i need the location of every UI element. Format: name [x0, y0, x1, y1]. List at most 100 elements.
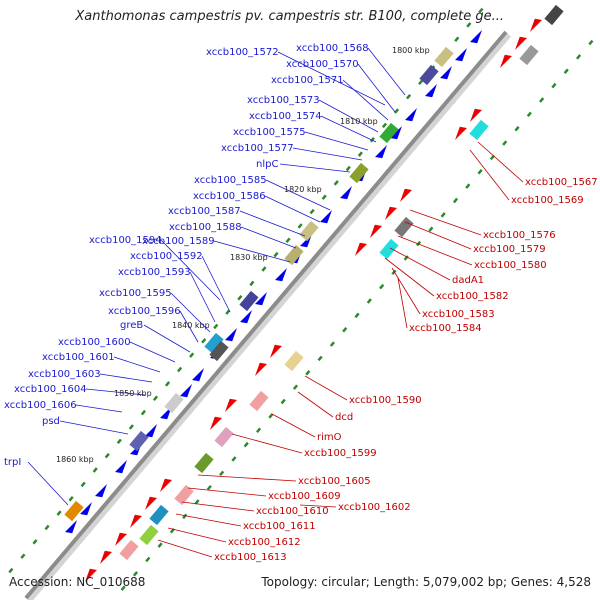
- scale-tick: [454, 36, 460, 42]
- reverse-gene-arrow: [530, 18, 542, 32]
- forward-gene-block: [204, 332, 224, 354]
- forward-gene-label: xccb100_1594: [89, 235, 162, 246]
- scale-tick: [563, 68, 569, 74]
- scale-tick: [201, 338, 207, 344]
- forward-gene-block: [284, 244, 304, 266]
- forward-leader-line: [239, 210, 306, 237]
- forward-gene-arrow: [455, 48, 467, 62]
- forward-leader-line: [59, 420, 129, 435]
- scale-tick: [428, 226, 434, 232]
- reverse-gene-arrow: [400, 188, 412, 202]
- scale-tick: [219, 470, 225, 477]
- scale-tick: [140, 409, 146, 416]
- reverse-leader-line: [384, 257, 435, 297]
- forward-gene-label: nlpC: [256, 159, 278, 170]
- forward-gene-arrow: [115, 460, 127, 474]
- scale-tick: [502, 140, 508, 146]
- scale-tick: [213, 323, 219, 330]
- kbp-marker: 1820 kbp: [284, 185, 322, 194]
- reverse-gene-arrow: [85, 568, 97, 582]
- scale-tick: [405, 93, 412, 100]
- reverse-gene-arrow: [145, 496, 157, 510]
- reverse-gene-arrow: [515, 36, 527, 50]
- forward-gene-label: xccb100_1571: [271, 75, 344, 86]
- feature-layer: [64, 4, 564, 582]
- scale-tick: [333, 180, 339, 186]
- forward-gene-label: xccb100_1572: [206, 47, 279, 58]
- reverse-leader-line: [397, 277, 408, 329]
- forward-gene-block: [379, 122, 399, 144]
- kbp-marker: 1810 kbp: [340, 117, 378, 126]
- scale-tick: [92, 467, 98, 473]
- forward-leader-line: [277, 51, 386, 106]
- reverse-leader-line: [231, 433, 303, 454]
- reverse-gene-block: [249, 390, 269, 412]
- reverse-leader-line: [175, 513, 242, 527]
- reverse-leader-line: [477, 141, 524, 183]
- forward-gene-arrow: [275, 268, 287, 282]
- forward-gene-label: xccb100_1600: [58, 337, 131, 348]
- forward-gene-label: xccb100_1593: [118, 267, 191, 278]
- reverse-leader-line: [167, 527, 227, 543]
- forward-leader-line: [170, 292, 211, 333]
- forward-gene-arrow: [425, 84, 437, 98]
- forward-gene-arrow: [340, 186, 352, 200]
- forward-gene-arrow: [320, 210, 332, 224]
- scale-tick: [309, 208, 315, 215]
- scale-tick: [345, 165, 351, 172]
- reverse-gene-label: xccb100_1602: [338, 502, 411, 513]
- scale-tick: [132, 571, 139, 577]
- forward-gene-arrow: [80, 502, 92, 516]
- scale-tick: [145, 556, 151, 563]
- scale-tick: [164, 381, 171, 387]
- forward-leader-line: [357, 63, 396, 113]
- reverse-leader-line: [299, 504, 337, 508]
- scale-tick: [354, 312, 360, 319]
- scale-tick: [8, 567, 14, 574]
- reverse-gene-label: xccb100_1567: [525, 177, 598, 188]
- forward-gene-label: xccb100_1570: [286, 59, 359, 70]
- scale-tick: [588, 39, 594, 46]
- topology-text: Topology: circular; Length: 5,079,002 bp…: [261, 575, 591, 589]
- reverse-gene-block: [139, 524, 159, 546]
- kbp-marker: 1830 kbp: [230, 253, 268, 262]
- forward-gene-arrow: [240, 310, 252, 324]
- reverse-gene-arrow: [115, 532, 127, 546]
- reverse-gene-label: xccb100_1576: [483, 230, 556, 241]
- reverse-leader-line: [297, 391, 334, 418]
- forward-gene-arrow: [255, 292, 267, 306]
- scale-tick: [452, 197, 459, 204]
- scale-tick: [575, 54, 582, 60]
- forward-leader-line: [264, 195, 321, 223]
- forward-leader-line: [179, 310, 199, 343]
- reverse-leader-line: [197, 474, 297, 482]
- forward-leader-line: [279, 163, 351, 173]
- kbp-marker-layer: 1800 kbp 1810 kbp 1820 kbp 1830 kbp 1840 kbp…: [56, 46, 430, 464]
- forward-leader-line: [129, 341, 176, 363]
- reverse-gene-label: xccb100_1611: [243, 521, 316, 532]
- scale-tick: [261, 266, 267, 272]
- forward-gene-arrow: [225, 328, 237, 342]
- scale-tick: [280, 398, 286, 405]
- reverse-gene-label: dadA1: [452, 275, 484, 286]
- forward-leader-line: [201, 255, 231, 313]
- tick-layer: [8, 7, 594, 600]
- reverse-leader-line: [469, 149, 510, 201]
- scale-tick: [526, 111, 532, 118]
- forward-gene-label: xccb100_1588: [169, 222, 242, 233]
- scale-tick: [273, 251, 279, 258]
- reverse-leader-line: [409, 209, 482, 236]
- forward-gene-label: xccb100_1587: [168, 206, 241, 217]
- reverse-leader-line: [304, 375, 348, 401]
- forward-leader-line: [292, 147, 363, 161]
- reverse-gene-arrow: [355, 242, 367, 256]
- forward-leader-line: [75, 404, 123, 413]
- forward-gene-block: [239, 290, 259, 312]
- forward-leader-line: [143, 324, 191, 353]
- forward-leader-line: [304, 131, 369, 151]
- forward-gene-arrow: [405, 108, 417, 122]
- forward-gene-label: xccb100_1596: [108, 306, 181, 317]
- scale-tick: [292, 384, 299, 390]
- scale-tick: [366, 298, 372, 304]
